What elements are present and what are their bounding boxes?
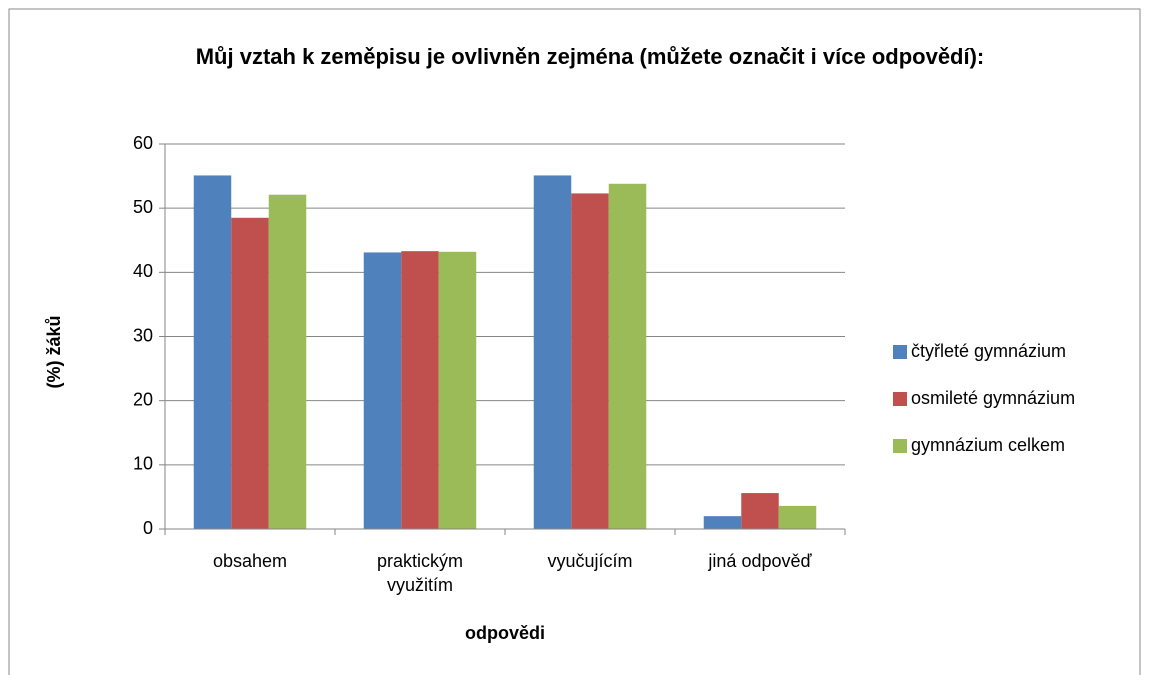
y-tick-label: 60 — [133, 133, 153, 153]
bar — [401, 251, 439, 530]
bar — [741, 493, 779, 529]
frame — [8, 8, 1141, 675]
legend-swatch — [893, 392, 907, 406]
bar — [571, 193, 609, 530]
legend-swatch — [893, 439, 907, 453]
legend-swatch — [893, 345, 907, 359]
y-tick-label: 50 — [133, 197, 153, 217]
x-axis-label: odpovědi — [465, 623, 545, 643]
x-tick-label: praktickým využitím — [376, 551, 463, 595]
y-tick-label: 0 — [143, 518, 153, 538]
legend-label: gymnázium celkem — [911, 435, 1065, 455]
y-tick-label: 40 — [133, 261, 153, 281]
x-tick-label: jiná odpověď — [708, 551, 812, 571]
x-tick-label: obsahem — [212, 551, 288, 571]
x-tick-label: vyučujícím — [547, 551, 633, 571]
bar — [533, 175, 572, 530]
y-tick-label: 30 — [133, 325, 153, 345]
y-tick-label: 10 — [133, 454, 153, 474]
bar — [438, 251, 477, 530]
bar — [703, 516, 742, 529]
bar — [608, 183, 647, 530]
y-tick-label: 20 — [133, 389, 153, 409]
bar — [193, 175, 232, 530]
bar — [268, 194, 307, 530]
chart-title: Můj vztah k zeměpisu je ovlivněn zejména… — [195, 44, 985, 69]
y-axis-label: (%) žáků — [44, 315, 64, 389]
legend-label: čtyřleté gymnázium — [911, 341, 1066, 361]
legend-label: osmileté gymnázium — [911, 388, 1075, 408]
bar — [231, 217, 269, 529]
bar — [363, 252, 402, 530]
bar — [778, 505, 817, 529]
